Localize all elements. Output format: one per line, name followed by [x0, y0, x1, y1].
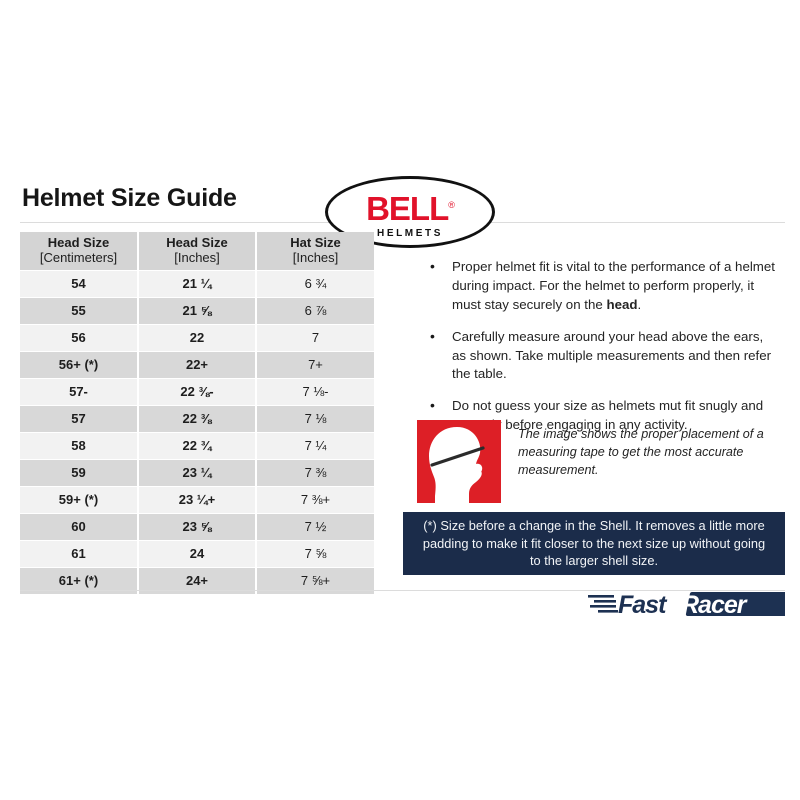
cell-head-size-cm: 61: [20, 540, 139, 568]
cell-hat-size-in: 7 ⅝: [256, 540, 374, 568]
registered-trademark-icon: ®: [448, 200, 455, 210]
cell-head-size-in: 22 ⅜-: [138, 378, 257, 406]
illustration-caption: The image shows the proper placement of …: [518, 427, 764, 477]
cell-hat-size-in: 7 ½: [256, 513, 374, 541]
cell-head-size-in: 23 ⅝: [138, 513, 257, 541]
head-measurement-image: [417, 420, 501, 503]
cell-head-size-in: 21 ¼: [138, 270, 257, 298]
cell-hat-size-in: 7+: [256, 351, 374, 379]
cell-head-size-cm: 57-: [20, 378, 139, 406]
cell-head-size-cm: 59: [20, 459, 139, 487]
table-header-row: Head Size [Centimeters] Head Size [Inche…: [20, 232, 374, 271]
bullet-text: Do not guess your size as helmets mut fi…: [452, 398, 764, 433]
cell-hat-size-in: 7 ¼: [256, 432, 374, 460]
fastracer-logo: Fast Racer: [588, 588, 795, 620]
bullet-text: Proper helmet fit is vital to the perfor…: [452, 259, 775, 312]
cell-head-size-cm: 55: [20, 297, 139, 325]
cell-head-size-cm: 58: [20, 432, 139, 460]
logo-wordmark-text: BELL: [366, 190, 449, 227]
column-header-main: Head Size: [166, 235, 228, 251]
table-row: 57- 22 ⅜- 7 ⅛-: [20, 378, 374, 406]
cell-head-size-cm: 59+ (*): [20, 486, 139, 514]
list-item: Do not guess your size as helmets mut fi…: [428, 396, 778, 435]
footer-divider: [20, 590, 785, 591]
cell-hat-size-in: 6 ¾: [256, 270, 374, 298]
logo-subtitle: HELMETS: [377, 228, 443, 239]
table-row: 61 24 7 ⅝: [20, 540, 374, 568]
cell-head-size-cm: 57: [20, 405, 139, 433]
column-header-head-size-cm: Head Size [Centimeters]: [20, 232, 139, 271]
cell-head-size-cm: 56+ (*): [20, 351, 139, 379]
page-title: Helmet Size Guide: [22, 184, 237, 212]
bullet-emphasis: head: [606, 296, 638, 312]
shell-size-note-callout: (*) Size before a change in the Shell. I…: [403, 512, 785, 575]
list-item: Proper helmet fit is vital to the perfor…: [428, 257, 778, 315]
svg-text:Racer: Racer: [681, 591, 748, 619]
cell-head-size-in: 22: [138, 324, 257, 352]
instructions-list: Proper helmet fit is vital to the perfor…: [428, 257, 778, 448]
cell-head-size-in: 22 ¾: [138, 432, 257, 460]
cell-head-size-cm: 54: [20, 270, 139, 298]
column-header-hat-size-in: Hat Size [Inches]: [256, 232, 374, 271]
cell-hat-size-in: 7 ⅛: [256, 405, 374, 433]
table-header: Head Size [Centimeters] Head Size [Inche…: [20, 232, 374, 271]
cell-head-size-in: 23 ¼: [138, 459, 257, 487]
table-row: 56+ (*) 22+ 7+: [20, 351, 374, 379]
column-header-main: Hat Size: [290, 235, 341, 251]
table-row: 56 22 7: [20, 324, 374, 352]
bullet-text: Carefully measure around your head above…: [452, 328, 772, 382]
column-header-sub: [Centimeters]: [39, 250, 118, 265]
cell-hat-size-in: 7 ⅛-: [256, 378, 374, 406]
column-header-main: Head Size: [47, 235, 110, 251]
head-silhouette-icon: [417, 420, 501, 503]
cell-head-size-cm: 60: [20, 513, 139, 541]
fastracer-logo-icon: Fast Racer: [588, 591, 795, 619]
cell-hat-size-in: 7 ⅜+: [256, 486, 374, 514]
column-header-sub: [Inches]: [292, 250, 339, 265]
cell-head-size-in: 22+: [138, 351, 257, 379]
cell-hat-size-in: 7: [256, 324, 374, 352]
list-item: Carefully measure around your head above…: [428, 327, 778, 385]
cell-hat-size-in: 7 ⅜: [256, 459, 374, 487]
cell-head-size-cm: 56: [20, 324, 139, 352]
cell-hat-size-in: 6 ⅞: [256, 297, 374, 325]
table-row: 59+ (*) 23 ¼+ 7 ⅜+: [20, 486, 374, 514]
bullet-text-tail: .: [637, 296, 642, 312]
cell-head-size-in: 21 ⅝: [138, 297, 257, 325]
svg-text:Fast: Fast: [618, 591, 668, 619]
column-header-head-size-in: Head Size [Inches]: [138, 232, 257, 271]
cell-head-size-in: 23 ¼+: [138, 486, 257, 514]
cell-head-size-in: 24: [138, 540, 257, 568]
column-header-sub: [Inches]: [174, 250, 220, 265]
cell-head-size-in: 22 ⅜: [138, 405, 257, 433]
callout-text: (*) Size before a change in the Shell. I…: [422, 518, 766, 569]
helmet-size-table: Head Size [Centimeters] Head Size [Inche…: [20, 232, 374, 595]
logo-wordmark: BELL®: [325, 190, 495, 228]
